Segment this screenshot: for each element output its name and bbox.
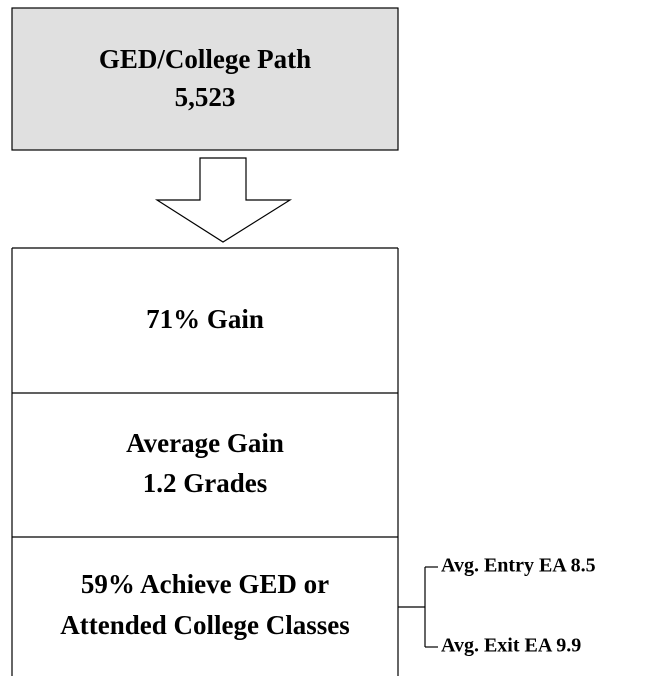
top-box (11, 7, 399, 151)
top-count: 5,523 (175, 82, 236, 112)
section-text: 71% Gain (146, 304, 264, 334)
section-text: 1.2 Grades (143, 468, 268, 498)
section-text: Average Gain (126, 428, 284, 458)
branch-label: Avg. Entry EA 8.5 (441, 555, 596, 577)
section-text: Attended College Classes (60, 610, 349, 640)
branch-label: Avg. Exit EA 9.9 (441, 635, 581, 657)
top-title: GED/College Path (99, 44, 311, 74)
down-arrow (154, 157, 293, 243)
section-text: 59% Achieve GED or (81, 569, 329, 599)
